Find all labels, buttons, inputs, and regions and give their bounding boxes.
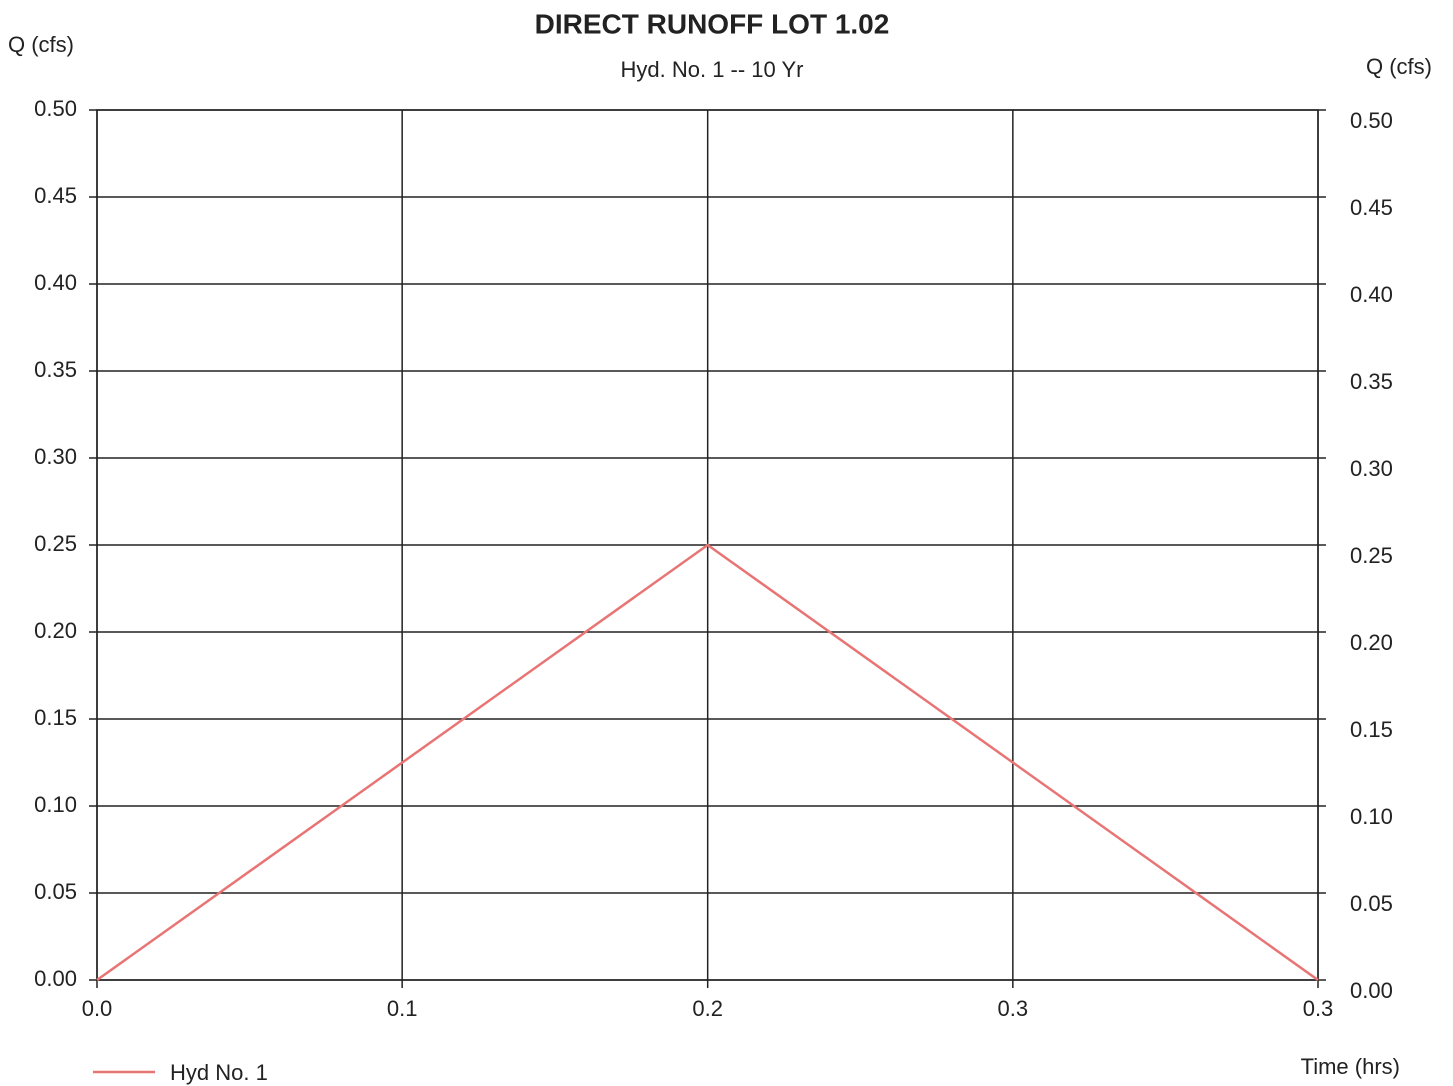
y2-tick-label: 0.40 bbox=[1350, 282, 1393, 307]
x-tick-label: 0.0 bbox=[82, 996, 113, 1021]
chart-subtitle: Hyd. No. 1 -- 10 Yr bbox=[621, 57, 804, 82]
y-tick-label: 0.35 bbox=[34, 357, 77, 382]
x-tick-label: 0.1 bbox=[387, 996, 418, 1021]
y2-tick-label: 0.35 bbox=[1350, 369, 1393, 394]
legend-label: Hyd No. 1 bbox=[170, 1060, 268, 1085]
x-tick-label: 0.3 bbox=[1303, 996, 1334, 1021]
x-tick-label: 0.3 bbox=[998, 996, 1029, 1021]
y-tick-label: 0.05 bbox=[34, 879, 77, 904]
y-tick-label: 0.40 bbox=[34, 270, 77, 295]
y-tick-label: 0.00 bbox=[34, 966, 77, 991]
y2-tick-label: 0.05 bbox=[1350, 891, 1393, 916]
data-line bbox=[96, 543, 1319, 982]
y-axis-label: Q (cfs) bbox=[8, 32, 74, 57]
y2-axis-label: Q (cfs) bbox=[1366, 54, 1432, 79]
y2-tick-label: 0.30 bbox=[1350, 456, 1393, 481]
y-tick-label: 0.45 bbox=[34, 183, 77, 208]
y2-tick-label: 0.50 bbox=[1350, 108, 1393, 133]
y2-tick-label: 0.15 bbox=[1350, 717, 1393, 742]
chart-title: DIRECT RUNOFF LOT 1.02 bbox=[535, 8, 890, 39]
y-tick-label: 0.50 bbox=[34, 96, 77, 121]
x-tick-label: 0.2 bbox=[692, 996, 723, 1021]
y-tick-label: 0.10 bbox=[34, 792, 77, 817]
y2-tick-label: 0.00 bbox=[1350, 978, 1393, 1003]
y2-tick-label: 0.45 bbox=[1350, 195, 1393, 220]
x-axis-label: Time (hrs) bbox=[1301, 1054, 1400, 1079]
y2-tick-label: 0.25 bbox=[1350, 543, 1393, 568]
y-tick-label: 0.30 bbox=[34, 444, 77, 469]
y-tick-label: 0.20 bbox=[34, 618, 77, 643]
y-tick-label: 0.25 bbox=[34, 531, 77, 556]
y2-tick-label: 0.10 bbox=[1350, 804, 1393, 829]
y2-tick-label: 0.20 bbox=[1350, 630, 1393, 655]
y-tick-label: 0.15 bbox=[34, 705, 77, 730]
